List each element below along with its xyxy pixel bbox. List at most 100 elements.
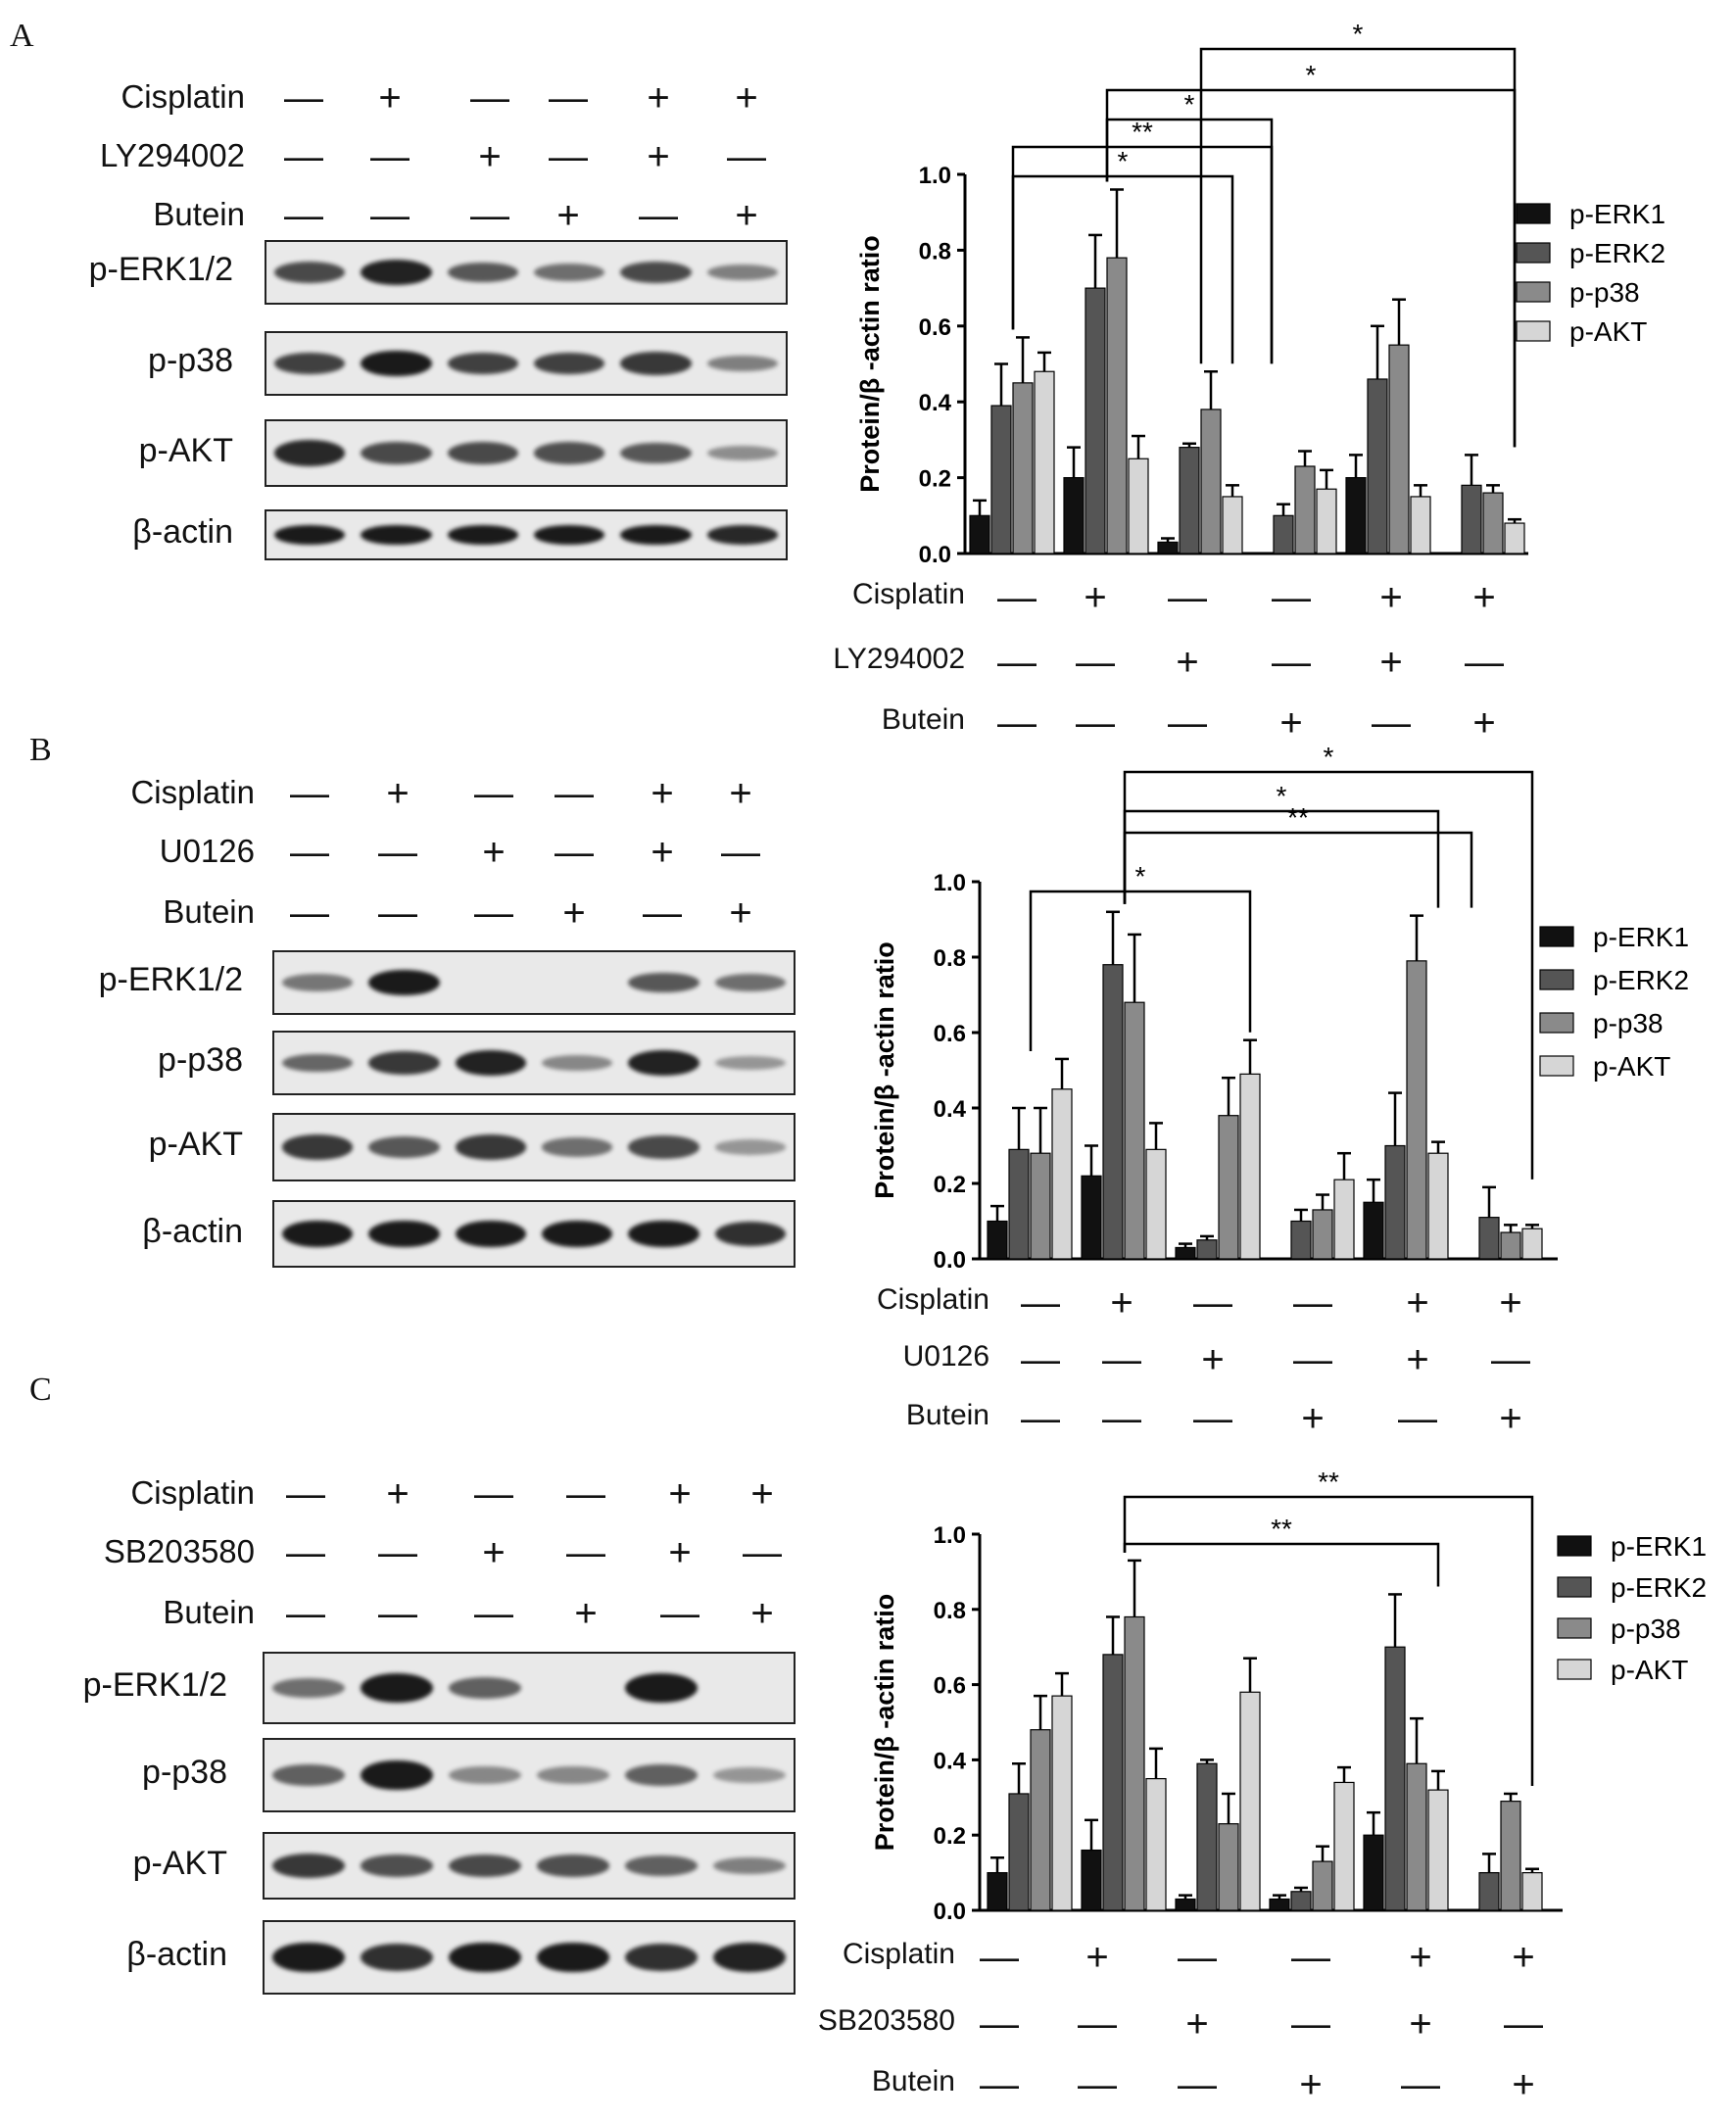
treatment-sign: — bbox=[378, 1592, 417, 1635]
significance-bracket bbox=[1199, 47, 1517, 448]
treatment-label-cisplatin: Cisplatin bbox=[121, 78, 245, 115]
bar-p-p38 bbox=[1200, 409, 1222, 554]
bar-p-akt bbox=[1051, 1695, 1073, 1911]
significance-mark: * bbox=[1277, 781, 1287, 811]
y-tick-label: 1.0 bbox=[919, 163, 951, 189]
bar-p-p38 bbox=[1218, 1115, 1239, 1260]
chart-treatment-sign: — bbox=[980, 1936, 1019, 1979]
significance-mark: * bbox=[1353, 19, 1364, 49]
blot-label: β-actin bbox=[126, 1936, 227, 1973]
blot-band bbox=[620, 524, 692, 546]
blot-band bbox=[273, 352, 346, 375]
blot-band bbox=[628, 972, 699, 993]
blot-band bbox=[620, 352, 692, 375]
bar-p-p38 bbox=[1482, 492, 1504, 554]
y-tick-label: 0.4 bbox=[919, 390, 952, 416]
treatment-sign: — bbox=[286, 1592, 325, 1635]
treatment-sign: + bbox=[647, 135, 670, 178]
treatment-label-cisplatin: Cisplatin bbox=[130, 774, 255, 810]
chart-treatment-sign: — bbox=[980, 2002, 1019, 2046]
blot-band bbox=[625, 1943, 698, 1972]
bar-p-erk2 bbox=[1179, 447, 1200, 554]
blot-band bbox=[281, 974, 354, 991]
treatment-sign: — bbox=[378, 831, 417, 874]
blot-band bbox=[368, 1051, 440, 1075]
blot-band bbox=[714, 1139, 787, 1155]
bar-p-p38 bbox=[1030, 1729, 1051, 1911]
blot-band bbox=[533, 442, 605, 464]
blot-band bbox=[714, 973, 787, 992]
blot-band bbox=[281, 1220, 354, 1248]
chart-treatment-sign: + bbox=[1512, 2063, 1535, 2106]
chart-treatment-sign: + bbox=[1409, 2002, 1432, 2046]
significance-mark: ** bbox=[1132, 117, 1153, 147]
bar-p-erk1 bbox=[1081, 1849, 1102, 1911]
blot-band bbox=[541, 1137, 613, 1157]
legend-swatch bbox=[1557, 1617, 1592, 1639]
bar-p-erk2 bbox=[1384, 1646, 1406, 1911]
blot-band bbox=[455, 1134, 527, 1160]
bar-p-erk2 bbox=[1290, 1891, 1312, 1911]
chart-treatment-sign: + bbox=[1085, 1936, 1109, 1979]
chart-treatment-sign: + bbox=[1084, 576, 1107, 619]
significance-bracket bbox=[1105, 88, 1517, 448]
treatment-sign: — bbox=[470, 76, 509, 120]
y-tick-label: 0.0 bbox=[934, 1247, 966, 1274]
bar-p-p38 bbox=[1124, 1001, 1145, 1260]
chart-treatment-sign: — bbox=[1021, 1338, 1060, 1381]
bar-p-akt bbox=[1521, 1871, 1543, 1911]
bar-p-akt bbox=[1427, 1789, 1449, 1911]
chart-treatment-sign: — bbox=[997, 576, 1037, 619]
bar-p-akt bbox=[1128, 458, 1149, 554]
bar-p-p38 bbox=[1312, 1209, 1333, 1260]
treatment-sign: — bbox=[378, 891, 417, 935]
chart-treatment-label-butein: Butein bbox=[871, 2065, 955, 2097]
chart-treatment-sign: — bbox=[980, 2063, 1019, 2106]
bar-p-p38 bbox=[1294, 465, 1316, 554]
treatment-sign: — bbox=[727, 135, 766, 178]
blot-band bbox=[628, 1135, 699, 1159]
treatment-sign: — bbox=[474, 891, 513, 935]
treatment-label-butein: Butein bbox=[153, 196, 245, 232]
blot-label: β-actin bbox=[132, 513, 233, 551]
blot-label: p-AKT bbox=[148, 1126, 243, 1163]
chart-treatment-sign: — bbox=[1078, 2063, 1117, 2106]
treatment-sign: — bbox=[286, 1472, 325, 1516]
treatment-sign: — bbox=[660, 1592, 699, 1635]
treatment-sign: + bbox=[735, 76, 758, 120]
bar-p-p38 bbox=[1500, 1801, 1521, 1911]
treatment-sign: — bbox=[290, 891, 329, 935]
bar-chart: 0.0 0.2 0.4 0.6 0.8 1.0 Protein/β -actin ratio… bbox=[870, 1467, 1707, 1925]
chart-treatment-sign: + bbox=[1201, 1338, 1225, 1381]
legend-label: p-ERK1 bbox=[1569, 199, 1665, 229]
y-tick-label: 0.6 bbox=[934, 1673, 966, 1700]
significance-mark: ** bbox=[1271, 1514, 1292, 1544]
chart-treatment-sign: + bbox=[1279, 701, 1303, 745]
blot-band bbox=[368, 1136, 440, 1158]
treatment-sign: + bbox=[668, 1531, 692, 1574]
treatment-sign: — bbox=[284, 135, 323, 178]
treatment-sign: — bbox=[290, 772, 329, 815]
chart-treatment-sign: + bbox=[1379, 641, 1403, 684]
legend-swatch bbox=[1557, 1535, 1592, 1557]
bar-p-erk2 bbox=[1273, 514, 1294, 554]
chart-treatment-sign: + bbox=[1472, 701, 1496, 745]
legend-label: p-p38 bbox=[1569, 277, 1640, 308]
treatment-sign: — bbox=[370, 194, 410, 237]
blot-band bbox=[272, 1942, 345, 1973]
bar-p-erk1 bbox=[1063, 477, 1085, 554]
bar-p-erk2 bbox=[990, 405, 1012, 554]
bar-p-akt bbox=[1239, 1073, 1261, 1260]
y-tick-label: 0.2 bbox=[934, 1823, 966, 1850]
bar-p-erk2 bbox=[1290, 1220, 1312, 1260]
chart-treatment-sign: + bbox=[1409, 1936, 1432, 1979]
blot-band bbox=[449, 1854, 521, 1878]
treatment-sign: + bbox=[668, 1472, 692, 1516]
blot-band bbox=[447, 262, 519, 283]
chart-treatment-label-cisplatin: Cisplatin bbox=[851, 578, 965, 610]
treatment-sign: + bbox=[651, 831, 674, 874]
bar-p-p38 bbox=[1030, 1152, 1051, 1260]
legend-label: p-AKT bbox=[1611, 1655, 1688, 1685]
chart-treatment-sign: + bbox=[1185, 2002, 1209, 2046]
chart-treatment-sign: + bbox=[1110, 1281, 1133, 1324]
